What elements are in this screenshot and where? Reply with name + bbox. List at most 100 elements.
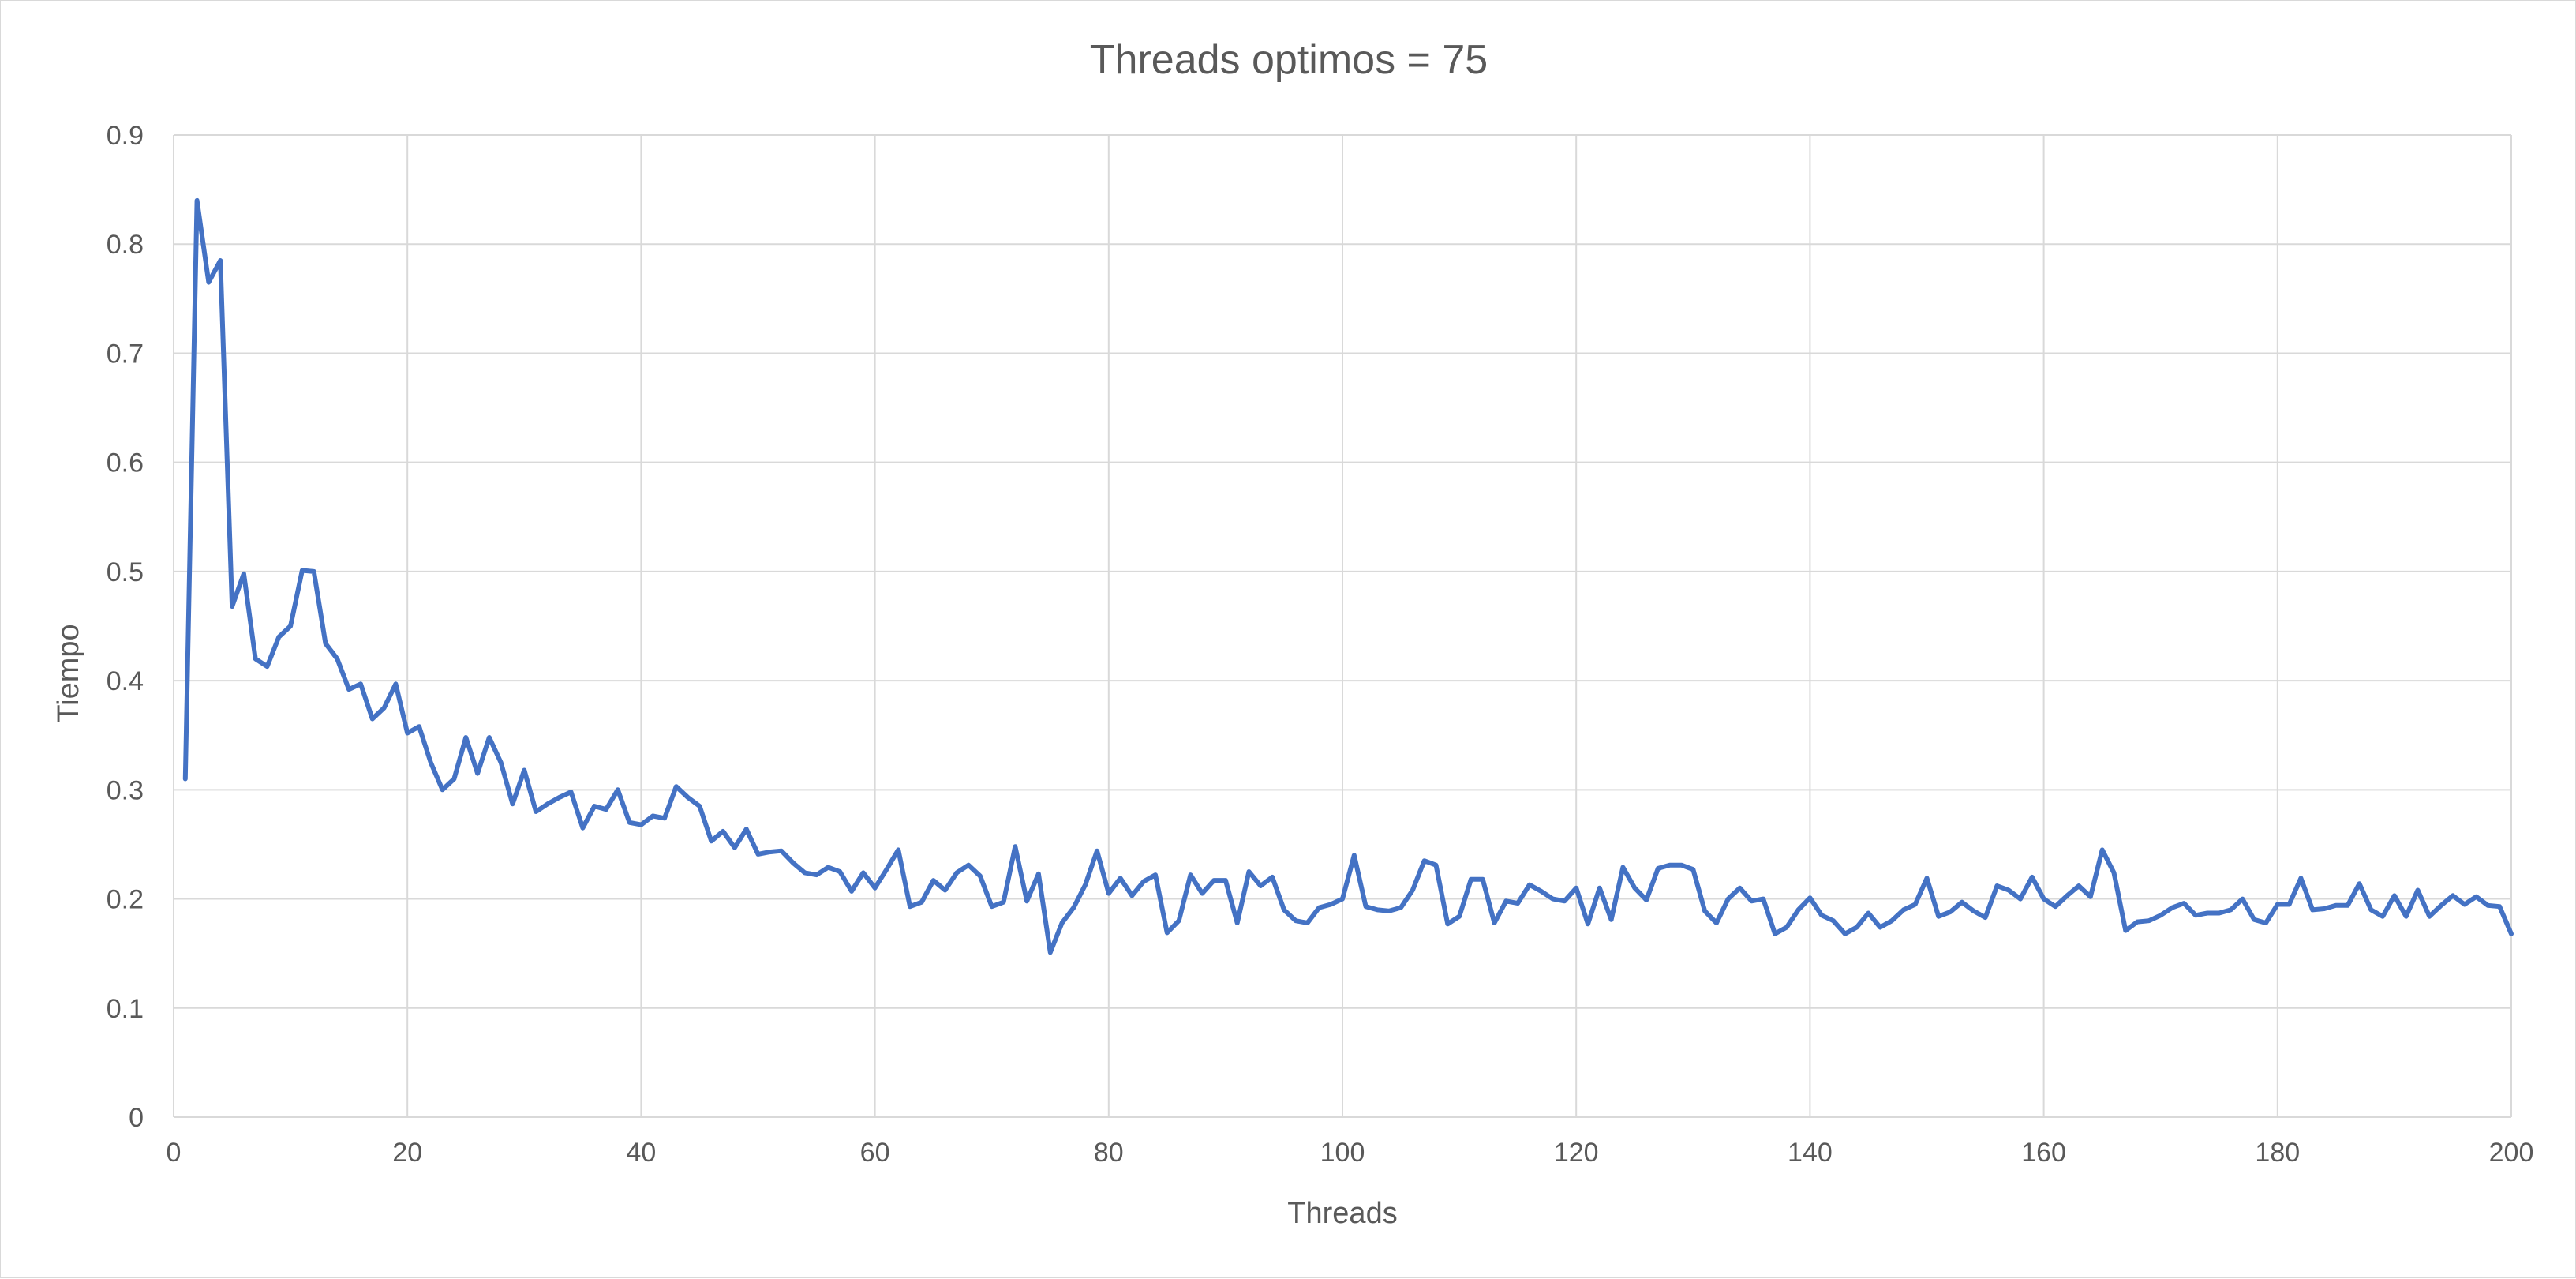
data-point <box>2053 904 2057 909</box>
data-point <box>2193 913 2198 917</box>
data-point <box>2170 906 2175 910</box>
data-point <box>1679 863 1684 868</box>
y-tick-label: 0.9 <box>107 121 144 151</box>
data-point <box>2298 876 2303 880</box>
data-point <box>1083 883 1088 887</box>
x-tick-label: 20 <box>392 1138 422 1168</box>
series-line <box>182 197 2514 955</box>
data-point <box>2240 897 2245 902</box>
data-point <box>1071 906 1076 910</box>
data-point <box>2065 893 2069 898</box>
data-point <box>1551 897 1556 902</box>
data-point <box>335 657 339 662</box>
data-point <box>1387 909 1391 913</box>
data-point <box>1761 897 1765 902</box>
data-point <box>2217 911 2222 916</box>
x-tick-label: 200 <box>2489 1138 2534 1168</box>
data-point <box>1235 921 1240 925</box>
data-point <box>1492 921 1497 925</box>
series-points <box>183 198 2514 955</box>
x-tick-label: 160 <box>2021 1138 2066 1168</box>
data-point <box>1481 877 1485 882</box>
data-point <box>475 771 480 776</box>
x-tick-label: 0 <box>167 1138 182 1168</box>
data-point <box>2485 903 2490 908</box>
y-axis-title: Tiempo <box>52 624 85 722</box>
data-point <box>1925 876 1930 880</box>
data-point <box>1282 907 1286 912</box>
data-point <box>908 904 912 909</box>
data-point <box>1177 918 1181 923</box>
data-point <box>195 198 200 203</box>
data-point <box>1305 921 1310 925</box>
data-point <box>1562 898 1567 903</box>
data-point <box>288 624 293 628</box>
data-point <box>206 280 211 285</box>
data-point <box>662 816 667 820</box>
data-point <box>557 795 562 800</box>
data-point <box>440 787 445 792</box>
y-tick-label: 0.1 <box>107 994 144 1024</box>
data-point <box>896 847 900 852</box>
data-point <box>2018 897 2023 902</box>
data-point <box>2310 907 2315 912</box>
data-point <box>1901 907 1906 912</box>
data-point <box>312 569 316 574</box>
data-point <box>849 889 854 894</box>
data-point <box>873 886 878 891</box>
y-tick-label: 0.5 <box>107 557 144 587</box>
data-point <box>1796 907 1801 912</box>
data-point <box>1726 897 1731 902</box>
data-point <box>300 568 305 573</box>
x-tick-label: 120 <box>1554 1138 1599 1168</box>
data-point <box>1644 898 1649 902</box>
data-point <box>943 888 948 893</box>
data-point <box>1527 883 1532 887</box>
data-point <box>1948 910 1953 914</box>
data-point <box>779 849 784 853</box>
data-point <box>2030 875 2035 880</box>
data-point <box>1866 911 1870 916</box>
data-point <box>1095 849 1099 853</box>
data-point <box>2112 870 2117 875</box>
data-point <box>2427 914 2432 919</box>
data-point <box>1410 888 1415 893</box>
data-point <box>1714 921 1719 925</box>
data-point <box>534 809 538 814</box>
data-point <box>2205 911 2210 916</box>
data-point <box>1375 907 1380 912</box>
data-point <box>1211 878 1216 883</box>
data-point <box>1609 917 1614 922</box>
data-point <box>1434 863 1439 868</box>
data-point <box>2181 901 2186 906</box>
data-point <box>1106 891 1111 896</box>
data-point <box>592 804 597 808</box>
data-point <box>650 814 655 819</box>
data-point <box>674 784 679 789</box>
data-point <box>2135 920 2140 925</box>
data-point <box>1141 879 1146 883</box>
data-point <box>1024 898 1029 903</box>
data-point <box>1340 897 1345 902</box>
data-point <box>2287 902 2292 907</box>
data-point <box>1036 872 1041 876</box>
data-point <box>580 826 585 831</box>
data-point <box>451 777 456 782</box>
data-point <box>1586 921 1590 926</box>
data-point <box>1515 901 1520 906</box>
data-point <box>1994 883 1999 888</box>
y-tick-label: 0.2 <box>107 885 144 915</box>
data-point <box>826 865 830 870</box>
data-point <box>1668 863 1672 868</box>
x-tick-label: 40 <box>626 1138 656 1168</box>
data-point <box>1364 904 1368 909</box>
data-point <box>686 795 691 800</box>
data-point <box>2451 893 2455 898</box>
data-point <box>429 760 433 765</box>
data-point <box>382 706 387 711</box>
data-point <box>814 872 819 877</box>
x-tick-label: 60 <box>860 1138 890 1168</box>
data-point <box>405 731 410 736</box>
